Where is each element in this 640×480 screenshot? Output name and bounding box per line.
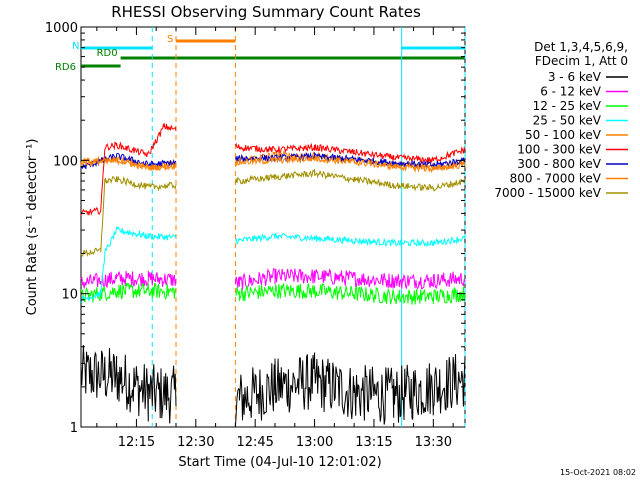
legend-label: 300 - 800 keV	[517, 157, 601, 171]
legend-label: 800 - 7000 keV	[510, 172, 602, 186]
legend-header-line-1: Det 1,3,4,5,6,9,	[534, 40, 628, 54]
y-tick-label: 100	[53, 154, 78, 169]
footer-timestamp: 15-Oct-2021 08:02	[560, 468, 636, 477]
y-tick-label: 10	[61, 288, 78, 303]
legend-label: 3 - 6 keV	[548, 70, 602, 84]
series-line-2	[80, 268, 466, 291]
markers-layer	[151, 27, 466, 427]
legend-label: 100 - 300 keV	[517, 143, 601, 157]
legend: Det 1,3,4,5,6,9, FDecim 1, Att 0 3 - 6 k…	[494, 40, 628, 200]
series-line-6	[80, 123, 466, 216]
legend-label: 12 - 25 keV	[533, 99, 602, 113]
flag-rd0-label: RD0	[97, 48, 118, 59]
y-axis-title: Count Rate (s⁻¹ detector⁻¹)	[25, 139, 40, 316]
x-tick-label: 12:45	[236, 435, 273, 450]
series-line-3	[80, 282, 466, 305]
legend-label: 25 - 50 keV	[533, 114, 602, 128]
series-layer	[80, 123, 466, 428]
x-tick-label: 12:30	[177, 435, 214, 450]
flag-n-label: N	[72, 41, 79, 52]
legend-header-line-2: FDecim 1, Att 0	[535, 54, 628, 68]
y-tick-label: 1000	[45, 21, 78, 36]
axes-layer: 1 10 100 1000 12:15 12:30 12:45 13:00 13:15 13:30	[45, 21, 465, 450]
x-axis-title: Start Time (04-Jul-10 12:01:02)	[178, 455, 381, 470]
legend-label: 50 - 100 keV	[525, 128, 602, 142]
x-tick-label: 13:00	[296, 435, 333, 450]
chart-title: RHESSI Observing Summary Count Rates	[111, 3, 421, 21]
series-line-8	[80, 154, 466, 174]
flags-layer: S N RD0 RD6	[55, 34, 465, 73]
series-line-4	[80, 226, 466, 304]
series-line-1	[80, 344, 466, 428]
series-line-9	[80, 168, 466, 257]
x-tick-label: 13:15	[355, 435, 392, 450]
flag-rd6-label: RD6	[55, 62, 76, 73]
x-tick-label: 12:15	[118, 435, 155, 450]
x-tick-label: 13:30	[415, 435, 452, 450]
legend-label: 6 - 12 keV	[540, 85, 602, 99]
y-tick-label: 1	[70, 421, 78, 436]
flag-s-label: S	[167, 34, 173, 45]
legend-label: 7000 - 15000 keV	[494, 186, 601, 200]
